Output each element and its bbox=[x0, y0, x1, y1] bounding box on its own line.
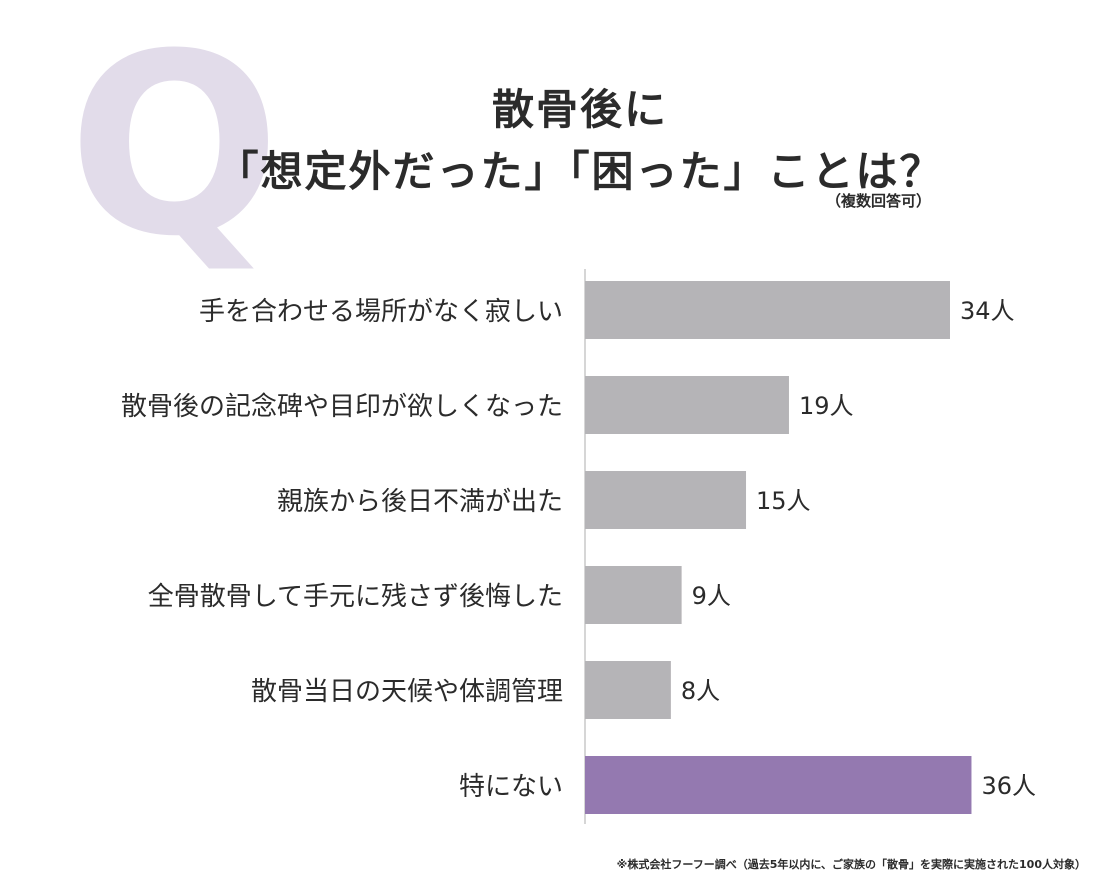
bar-0 bbox=[585, 281, 950, 339]
value-label-1: 19人 bbox=[799, 392, 854, 420]
bar-2 bbox=[585, 471, 747, 529]
category-label-2: 親族から後日不満が出た bbox=[277, 487, 563, 517]
value-label-2: 15人 bbox=[756, 487, 811, 515]
value-label-3: 9人 bbox=[692, 582, 731, 610]
category-label-5: 特にない bbox=[459, 772, 563, 802]
category-label-1: 散骨後の記念碑や目印が欲しくなった bbox=[121, 392, 563, 422]
survey-source-footnote: ※株式会社フーフー調べ（過去5年以内に、ご家族の「散骨」を実際に実施された100… bbox=[616, 858, 1086, 871]
value-label-0: 34人 bbox=[960, 297, 1015, 325]
q-mark: Q bbox=[68, 0, 281, 291]
multiple-answers-note: （複数回答可） bbox=[826, 192, 932, 210]
chart-title-line-1: 散骨後に bbox=[491, 85, 668, 134]
bar-3 bbox=[585, 566, 682, 624]
bar-5 bbox=[585, 756, 972, 814]
category-label-0: 手を合わせる場所がなく寂しい bbox=[199, 297, 563, 327]
bar-4 bbox=[585, 661, 671, 719]
value-label-4: 8人 bbox=[681, 677, 720, 705]
value-label-5: 36人 bbox=[981, 772, 1036, 800]
category-label-3: 全骨散骨して手元に残さず後悔した bbox=[148, 582, 563, 612]
bar-1 bbox=[585, 376, 789, 434]
chart-title-line-2: 「想定外だった」「困った」ことは？ bbox=[216, 147, 944, 196]
category-label-4: 散骨当日の天候や体調管理 bbox=[251, 677, 563, 707]
